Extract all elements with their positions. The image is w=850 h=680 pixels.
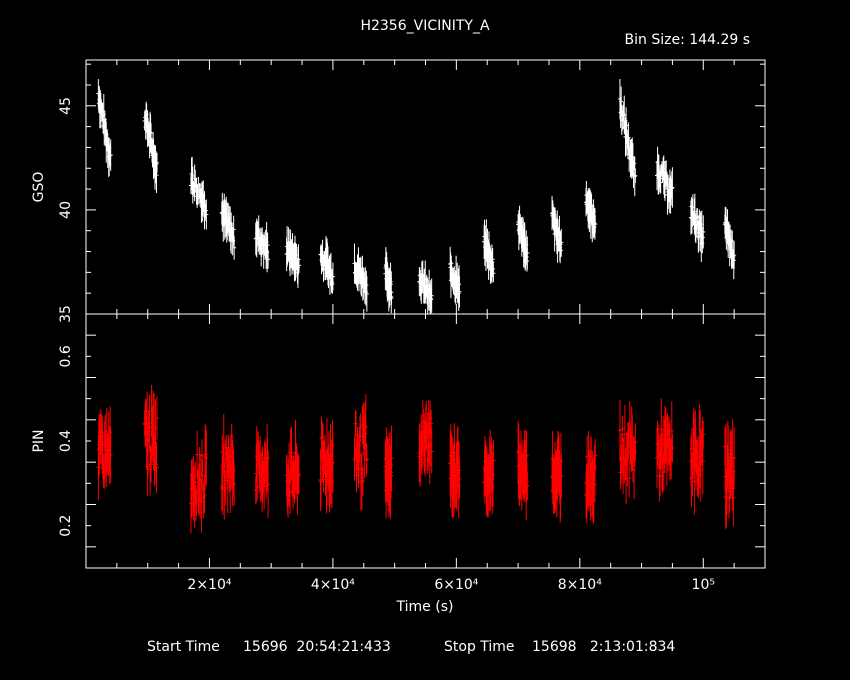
pin-tick-label: 0.6 [58, 345, 74, 367]
x-axis: 2×10⁴ 4×10⁴ 6×10⁴ 8×10⁴ 10⁵ [116, 60, 766, 593]
start-time-label: Start Time [147, 639, 220, 655]
stop-time-label: Stop Time [444, 639, 515, 655]
start-time-value: 15696 20:54:21:433 [243, 639, 391, 655]
pin-y-axis: 0.2 0.4 0.6 [58, 313, 765, 569]
chart-title: H2356_VICINITY_A [360, 18, 489, 34]
pin-tick-label: 0.4 [58, 430, 74, 452]
footer: Start Time 15696 20:54:21:433 Stop Time … [147, 639, 675, 655]
x-tick-label: 4×10⁴ [311, 577, 355, 593]
gso-tick-label: 45 [58, 97, 74, 115]
x-tick-label: 8×10⁴ [558, 577, 602, 593]
gso-ylabel: GSO [31, 172, 47, 203]
gso-panel: 35 40 45 GSO [31, 59, 766, 323]
pin-data-points [96, 384, 737, 534]
gso-tick-label: 35 [58, 305, 74, 323]
pin-ylabel: PIN [31, 429, 47, 452]
x-tick-label: 2×10⁴ [187, 577, 231, 593]
x-tick-label: 6×10⁴ [434, 577, 478, 593]
pin-tick-label: 0.2 [58, 515, 74, 537]
gso-data-points [96, 79, 737, 314]
pin-panel: 0.2 0.4 0.6 PIN [31, 313, 766, 569]
gso-tick-label: 40 [58, 201, 74, 219]
bin-size-label: Bin Size: 144.29 s [625, 32, 750, 48]
x-axis-label: Time (s) [396, 599, 454, 615]
stop-time-value: 15698 2:13:01:834 [532, 639, 675, 655]
x-tick-label: 10⁵ [692, 577, 715, 593]
